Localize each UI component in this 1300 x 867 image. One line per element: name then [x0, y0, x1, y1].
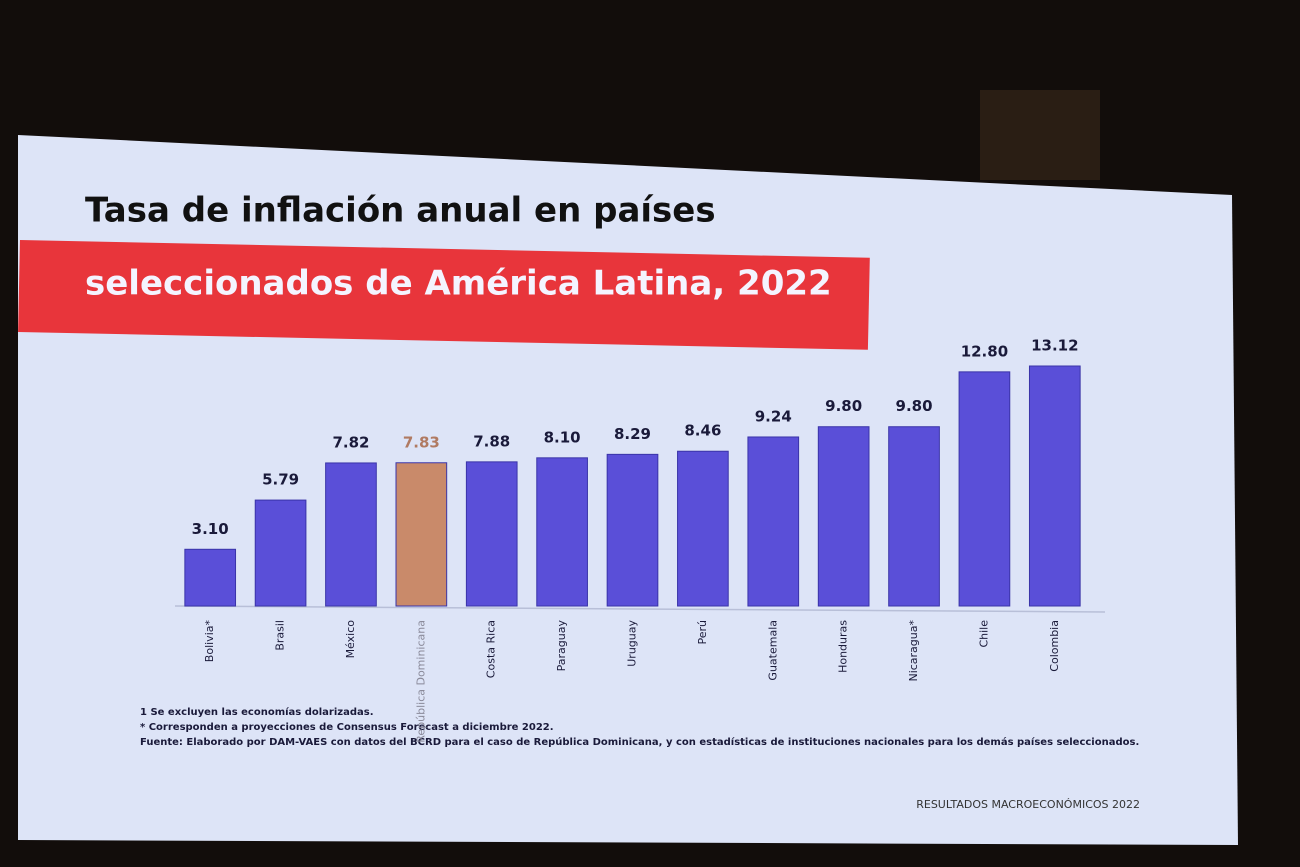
note: 1 Se excluyen las economías dolarizadas. — [140, 706, 374, 718]
x-tick-label: Uruguay — [626, 620, 639, 667]
x-tick-label: Chile — [977, 620, 990, 648]
bar — [1028, 365, 1081, 607]
title-banner — [18, 239, 870, 350]
bar — [465, 461, 518, 607]
bar — [536, 457, 588, 607]
bar — [888, 426, 940, 607]
value-label: 3.10 — [192, 520, 229, 538]
bar — [254, 499, 307, 607]
x-tick-label: México — [344, 620, 357, 659]
value-label: 8.29 — [614, 425, 651, 443]
note: Fuente: Elaborado por DAM-VAES con datos… — [140, 736, 1139, 748]
bar — [817, 426, 870, 607]
bar — [958, 371, 1011, 607]
note: * Corresponden a proyecciones de Consens… — [140, 722, 554, 733]
bar — [677, 450, 729, 607]
x-tick-label: Guatemala — [766, 620, 779, 681]
value-label: 7.83 — [403, 433, 440, 451]
bar — [747, 436, 800, 607]
bar — [395, 462, 448, 607]
value-label: 8.46 — [684, 422, 721, 440]
bar — [606, 453, 659, 607]
x-tick-label: Perú — [696, 620, 709, 645]
x-tick-label: Bolivia* — [203, 620, 216, 663]
value-label: 7.82 — [332, 433, 369, 451]
x-tick-label: República Dominicana — [414, 620, 427, 743]
chart-title: Tasa de inflación anual en países — [85, 191, 716, 231]
x-tick-label: Nicaragua* — [907, 620, 920, 682]
x-tick-label: Costa Rica — [485, 620, 498, 678]
x-tick-label: Honduras — [837, 620, 850, 673]
value-label: 8.10 — [544, 428, 581, 446]
lamp-glow — [980, 90, 1100, 180]
value-label: 12.80 — [961, 342, 1008, 360]
x-tick-label: Paraguay — [555, 620, 568, 672]
value-label: 9.80 — [896, 397, 933, 415]
chart-subtitle: seleccionados de América Latina, 2022 — [85, 264, 832, 304]
value-label: 5.79 — [262, 471, 299, 489]
footer: RESULTADOS MACROECONÓMICOS 2022 — [916, 798, 1140, 811]
value-label: 9.80 — [825, 397, 862, 415]
baseline — [174, 605, 1106, 613]
x-tick-label: Colombia — [1048, 620, 1061, 672]
bar — [325, 462, 377, 607]
value-label: 7.88 — [473, 432, 510, 450]
value-label: 9.24 — [755, 407, 792, 425]
value-label: 13.12 — [1031, 337, 1078, 355]
x-tick-label: Brasil — [274, 620, 287, 651]
bar — [184, 548, 237, 607]
